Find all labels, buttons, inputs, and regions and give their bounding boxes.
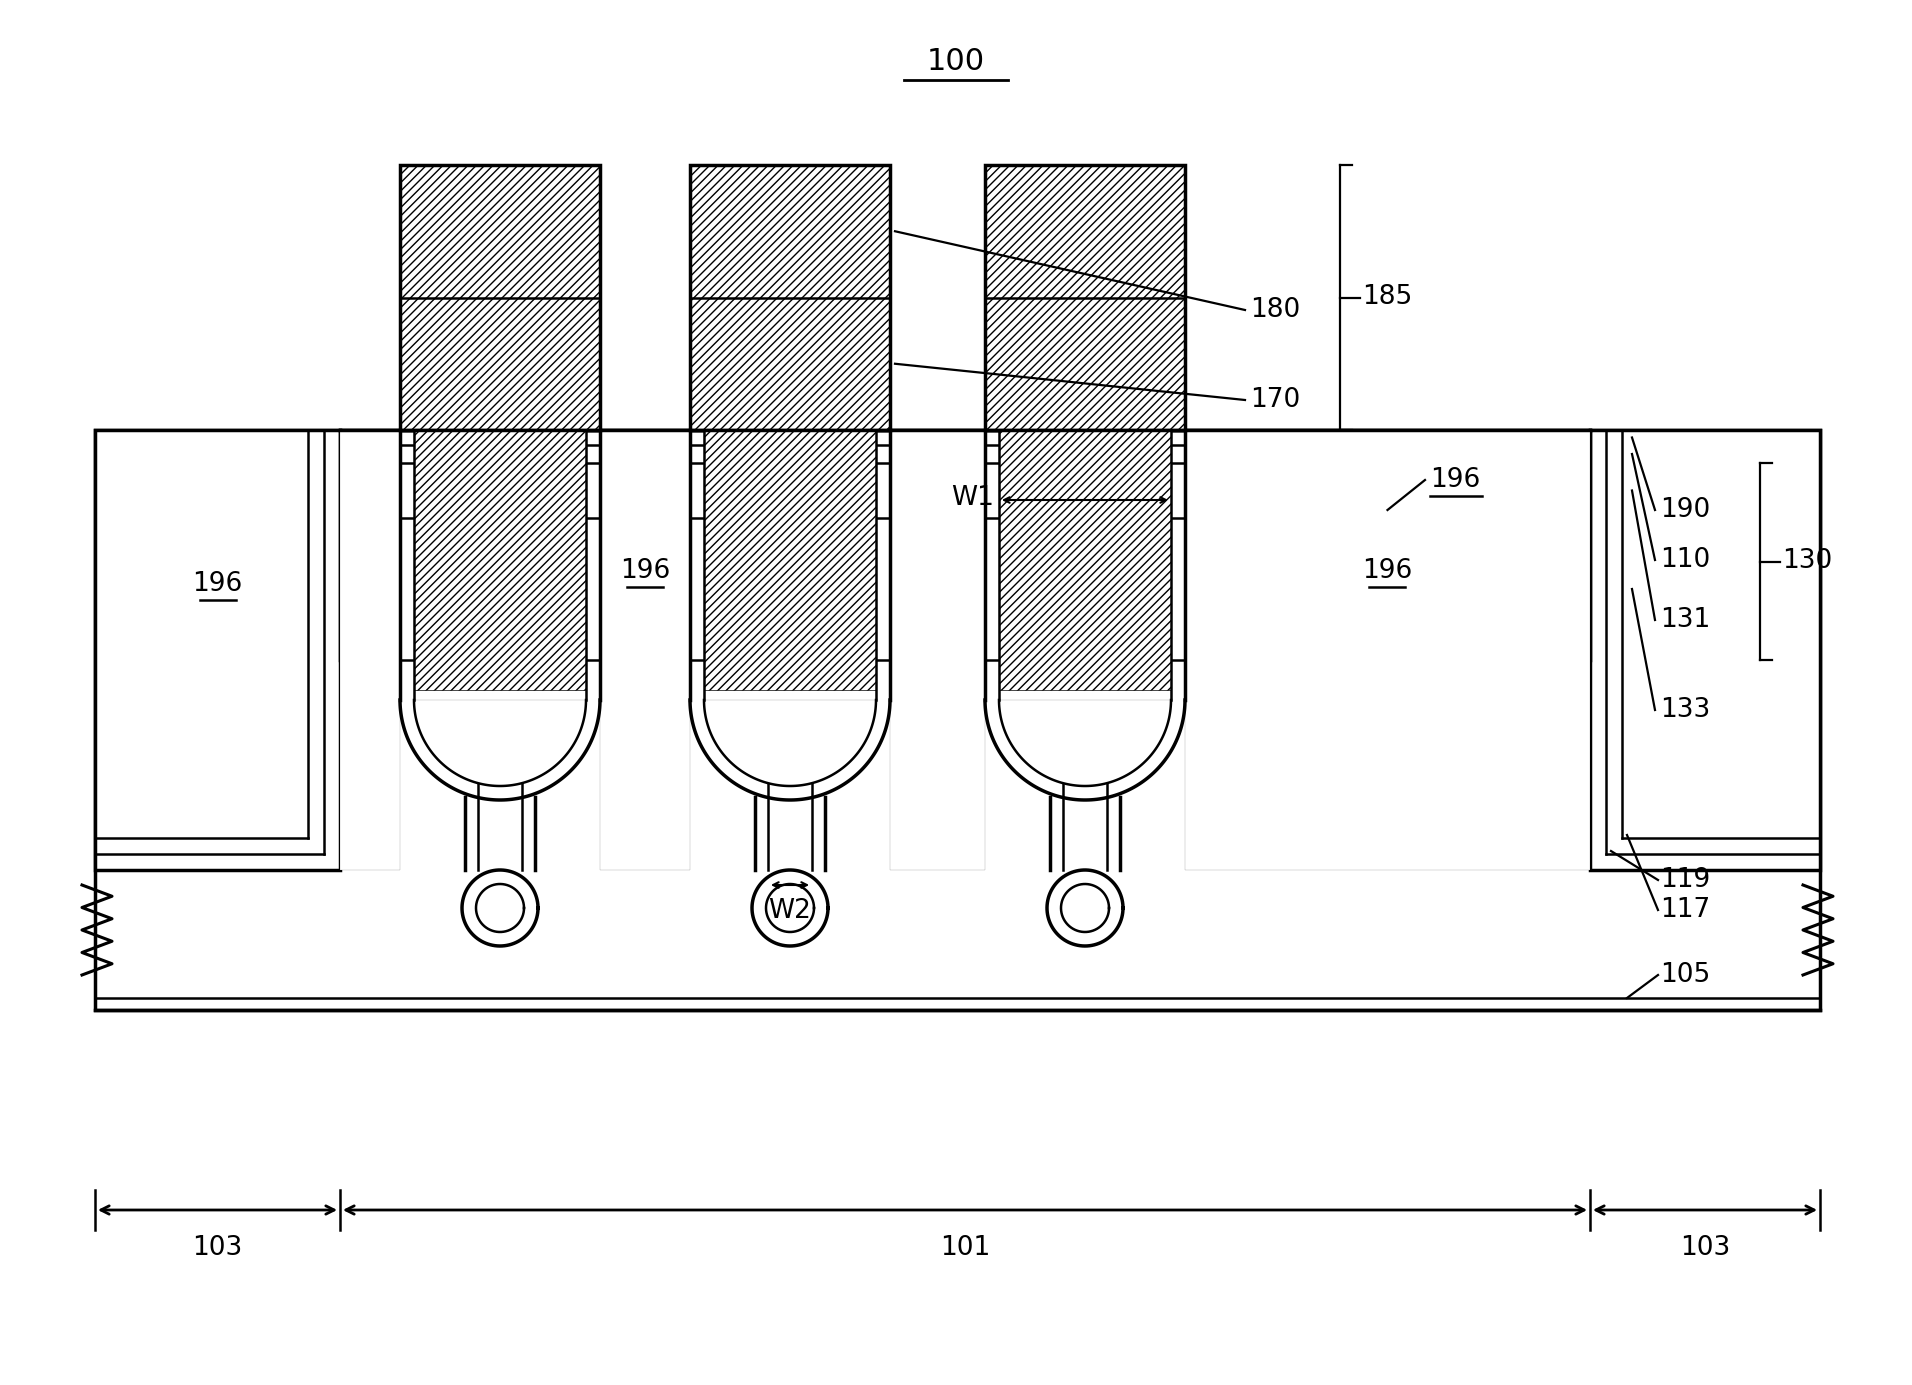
Bar xyxy=(96,429,340,870)
Text: 133: 133 xyxy=(1660,697,1709,723)
Bar xyxy=(985,165,1185,429)
Text: 110: 110 xyxy=(1660,547,1709,573)
Text: 185: 185 xyxy=(1361,284,1413,310)
Text: 105: 105 xyxy=(1660,963,1709,988)
Bar xyxy=(340,429,400,870)
Bar xyxy=(704,429,876,690)
Bar xyxy=(400,165,600,429)
Text: 180: 180 xyxy=(1250,296,1300,323)
Text: 119: 119 xyxy=(1660,867,1709,893)
Circle shape xyxy=(1048,871,1122,945)
Text: 196: 196 xyxy=(1363,558,1413,584)
Bar xyxy=(998,429,1170,699)
Text: 117: 117 xyxy=(1660,897,1709,922)
Bar xyxy=(415,429,585,690)
Text: 190: 190 xyxy=(1660,497,1709,524)
Text: 196: 196 xyxy=(1430,467,1480,493)
Text: W1: W1 xyxy=(950,485,994,511)
Text: 130: 130 xyxy=(1782,548,1832,575)
Circle shape xyxy=(753,871,828,945)
Bar xyxy=(690,165,889,429)
Bar xyxy=(704,429,876,699)
Text: 196: 196 xyxy=(619,558,669,584)
Text: 131: 131 xyxy=(1660,607,1709,633)
Text: 100: 100 xyxy=(927,47,985,76)
Text: 103: 103 xyxy=(193,1235,243,1260)
Text: 103: 103 xyxy=(1681,1235,1730,1260)
Bar xyxy=(600,429,690,870)
Circle shape xyxy=(463,871,537,945)
Bar xyxy=(96,429,1820,1010)
Bar xyxy=(889,429,985,870)
Text: W2: W2 xyxy=(769,897,811,924)
Bar xyxy=(1185,429,1591,870)
Text: 101: 101 xyxy=(941,1235,990,1260)
Bar xyxy=(415,429,585,699)
Bar xyxy=(1591,429,1820,870)
Text: 196: 196 xyxy=(193,571,243,597)
Bar xyxy=(998,429,1170,690)
Text: 170: 170 xyxy=(1250,386,1300,413)
